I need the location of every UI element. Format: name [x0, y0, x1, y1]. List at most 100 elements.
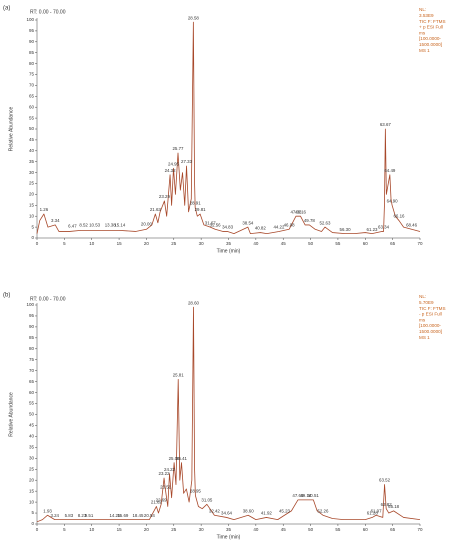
x-tick-label: 5: [63, 527, 66, 532]
peak-label: 13.38: [105, 222, 117, 227]
x-tick-label: 30: [199, 241, 205, 246]
y-axis-label: Relative Abundance: [8, 107, 14, 152]
y-tick-label: 5: [31, 224, 34, 229]
annotation: ms: [419, 317, 426, 322]
annotation: + p ESI Full: [419, 25, 443, 30]
y-tick-label: 95: [29, 313, 35, 318]
peak-label: 31.67: [205, 220, 217, 225]
peak-label: 27.33: [181, 159, 193, 164]
peak-label: 38.54: [242, 220, 254, 225]
y-tick-label: 15: [29, 488, 35, 493]
y-tick-label: 60: [29, 104, 35, 109]
x-tick-label: 15: [117, 527, 123, 532]
x-tick-label: 20: [144, 241, 150, 246]
y-tick-label: 75: [29, 72, 35, 77]
peak-label: 49.78: [304, 218, 316, 223]
peak-label: 48.16: [295, 209, 307, 214]
peak-label: 32.42: [209, 508, 221, 513]
y-tick-label: 0: [31, 235, 34, 240]
y-tick-label: 80: [29, 346, 35, 351]
annotation: NL:: [419, 7, 426, 12]
x-tick-label: 50: [308, 527, 314, 532]
peak-label: 49.14: [300, 493, 312, 498]
peak-label: 26.41: [176, 456, 188, 461]
annotation: [100.0000-: [419, 323, 441, 328]
peak-label: 25.81: [173, 373, 185, 378]
peak-label: 1.93: [43, 508, 52, 513]
y-tick-label: 45: [29, 423, 35, 428]
peak-label: 15.14: [114, 222, 126, 227]
y-tick-label: 90: [29, 324, 35, 329]
peak-label: 34.83: [222, 225, 234, 230]
peak-label: 5.83: [65, 513, 74, 518]
y-tick-label: 65: [29, 379, 35, 384]
y-tick-label: 80: [29, 61, 35, 66]
annotation: 1500.0000]: [419, 42, 442, 47]
peak-label: 47.69: [292, 493, 304, 498]
peak-label: 1.26: [40, 207, 49, 212]
peak-label: 65.18: [388, 504, 400, 509]
annotation: TIC F: FTMS: [419, 306, 446, 311]
peak-label: 68.46: [406, 222, 418, 227]
y-tick-label: 35: [29, 445, 35, 450]
annotation: TIC F: FTMS: [419, 19, 446, 24]
peak-label: 28.91: [190, 201, 202, 206]
x-tick-label: 55: [335, 241, 341, 246]
panel-label: (a): [3, 6, 10, 12]
y-tick-label: 35: [29, 159, 35, 164]
annotation: MS 1: [419, 48, 430, 53]
y-tick-label: 55: [29, 115, 35, 120]
x-tick-label: 20: [144, 527, 150, 532]
peak-label: 31.05: [201, 497, 213, 502]
x-tick-label: 60: [363, 527, 369, 532]
peak-label: 63.82: [381, 502, 393, 507]
peak-label: 32.56: [210, 222, 222, 227]
peak-label: 45.23: [279, 508, 291, 513]
x-tick-label: 30: [199, 527, 205, 532]
y-tick-label: 100: [26, 302, 34, 307]
peak-label: 10.53: [89, 222, 101, 227]
peak-label: 61.28: [367, 511, 379, 516]
peak-label: 25.77: [172, 146, 184, 151]
peak-label: 41.92: [261, 511, 273, 516]
peak-label: 63.52: [379, 478, 391, 483]
y-tick-label: 75: [29, 357, 35, 362]
y-tick-label: 85: [29, 50, 35, 55]
x-tick-label: 35: [226, 527, 232, 532]
annotation: NL:: [419, 294, 426, 299]
y-tick-label: 40: [29, 434, 35, 439]
peak-label: 28.95: [190, 489, 202, 494]
peak-label: 63.67: [380, 122, 392, 127]
x-tick-label: 35: [226, 241, 232, 246]
y-tick-label: 100: [26, 17, 34, 22]
peak-label: 28.58: [188, 15, 200, 20]
y-tick-label: 10: [29, 499, 35, 504]
x-tick-label: 10: [89, 241, 95, 246]
y-tick-label: 30: [29, 170, 35, 175]
peak-label: 3.24: [50, 513, 59, 518]
x-tick-label: 45: [281, 527, 287, 532]
peak-label: 24.32: [165, 168, 177, 173]
peak-label: 63.34: [378, 225, 390, 230]
peak-label: 50.51: [308, 493, 320, 498]
peak-label: 21.63: [150, 207, 162, 212]
y-tick-label: 95: [29, 28, 35, 33]
peak-label: 8.52: [79, 222, 88, 227]
peak-label: 6.47: [68, 224, 77, 229]
y-tick-label: 90: [29, 39, 35, 44]
y-tick-label: 55: [29, 401, 35, 406]
peak-label: 25.06: [169, 456, 181, 461]
y-tick-label: 70: [29, 83, 35, 88]
y-tick-label: 10: [29, 213, 35, 218]
y-tick-label: 45: [29, 137, 35, 142]
annotation: [100.0000-: [419, 36, 441, 41]
peak-label: 24.22: [164, 467, 176, 472]
peak-label: 15.69: [117, 513, 129, 518]
peak-label: 9.51: [85, 513, 94, 518]
annotation: 1500.0000]: [419, 329, 442, 334]
x-tick-label: 10: [89, 527, 95, 532]
subtitle: RT: 0.00 - 70.00: [30, 9, 66, 15]
y-tick-label: 20: [29, 192, 35, 197]
